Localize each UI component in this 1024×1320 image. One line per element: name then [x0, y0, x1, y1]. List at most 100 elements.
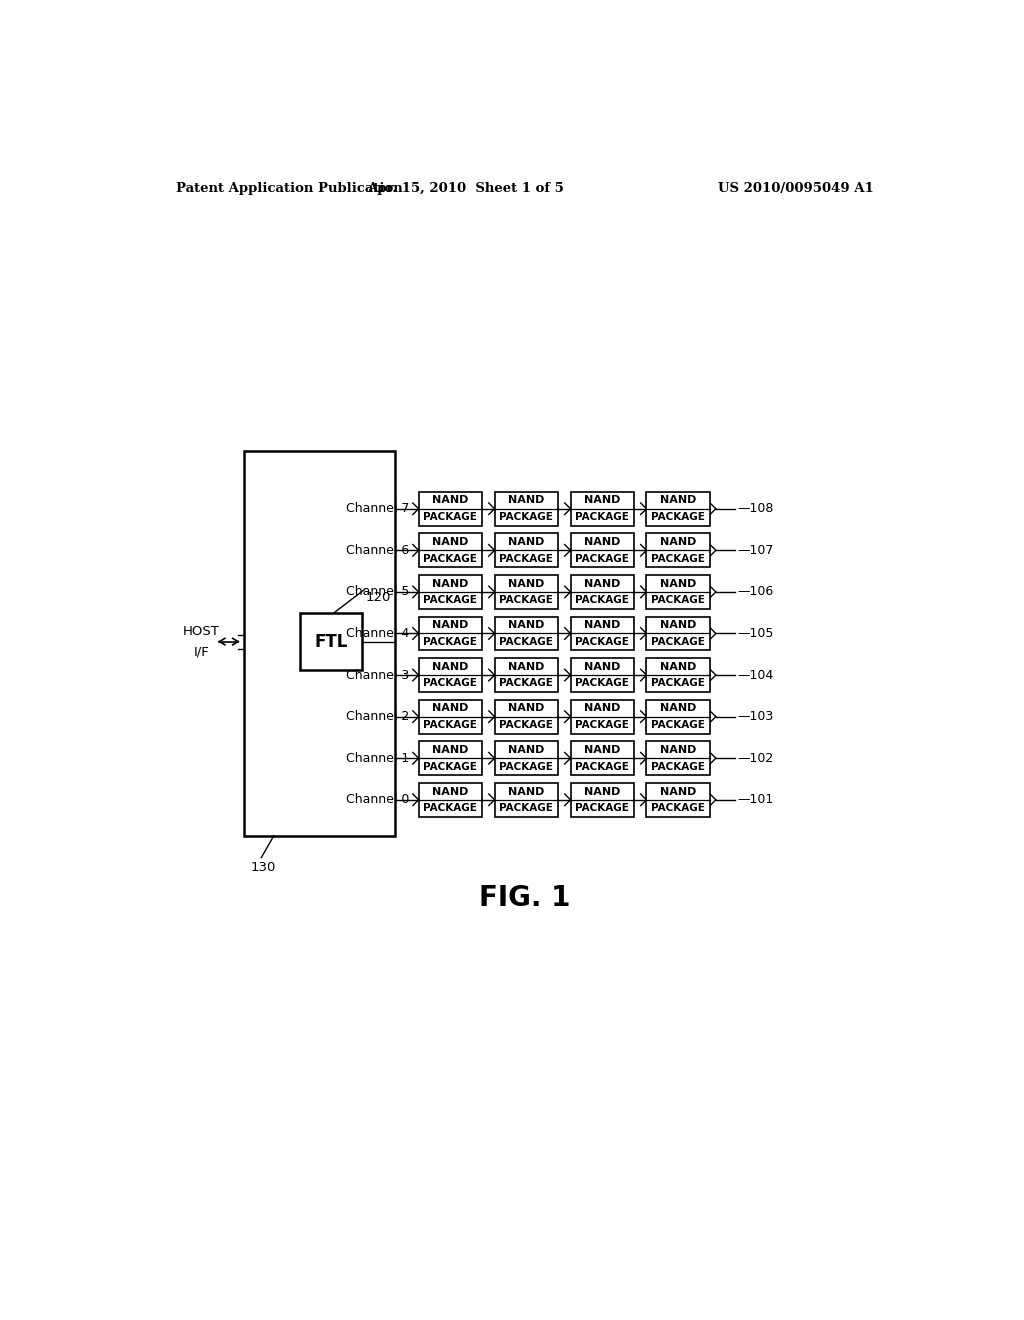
Text: NAND: NAND — [660, 537, 696, 546]
Text: PACKAGE: PACKAGE — [575, 762, 629, 771]
Text: PACKAGE: PACKAGE — [424, 719, 477, 730]
Text: Channel 4: Channel 4 — [346, 627, 410, 640]
Text: —108: —108 — [737, 502, 773, 515]
Text: NAND: NAND — [432, 704, 469, 713]
Text: PACKAGE: PACKAGE — [500, 553, 553, 564]
Bar — [570, 700, 634, 734]
Text: PACKAGE: PACKAGE — [651, 553, 706, 564]
Text: Channel 7: Channel 7 — [346, 502, 410, 515]
Text: PACKAGE: PACKAGE — [575, 512, 629, 521]
Bar — [495, 616, 558, 651]
Bar — [495, 742, 558, 775]
Text: PACKAGE: PACKAGE — [424, 803, 477, 813]
Text: PACKAGE: PACKAGE — [500, 762, 553, 771]
Bar — [419, 742, 482, 775]
Text: NAND: NAND — [660, 495, 696, 506]
Text: NAND: NAND — [432, 620, 469, 630]
Bar — [646, 783, 710, 817]
Text: PACKAGE: PACKAGE — [500, 595, 553, 605]
Text: —104: —104 — [737, 668, 773, 681]
Text: Channel 0: Channel 0 — [346, 793, 410, 807]
Bar — [646, 492, 710, 525]
Text: PACKAGE: PACKAGE — [651, 762, 706, 771]
Text: NAND: NAND — [508, 744, 545, 755]
Bar — [300, 612, 362, 671]
Text: HOST: HOST — [183, 626, 220, 638]
Text: Apr. 15, 2010  Sheet 1 of 5: Apr. 15, 2010 Sheet 1 of 5 — [367, 182, 563, 194]
Bar — [570, 742, 634, 775]
Text: PACKAGE: PACKAGE — [500, 678, 553, 688]
Text: NAND: NAND — [508, 704, 545, 713]
Bar — [570, 659, 634, 692]
Text: NAND: NAND — [508, 537, 545, 546]
Text: Patent Application Publication: Patent Application Publication — [176, 182, 402, 194]
Text: PACKAGE: PACKAGE — [651, 636, 706, 647]
Text: Channel 1: Channel 1 — [346, 751, 410, 764]
Text: Channel 2: Channel 2 — [346, 710, 410, 723]
Text: NAND: NAND — [584, 661, 621, 672]
Text: NAND: NAND — [660, 744, 696, 755]
Text: NAND: NAND — [432, 661, 469, 672]
Text: PACKAGE: PACKAGE — [651, 512, 706, 521]
Text: PACKAGE: PACKAGE — [424, 553, 477, 564]
Bar — [245, 451, 395, 836]
Text: NAND: NAND — [584, 578, 621, 589]
Text: NAND: NAND — [660, 704, 696, 713]
Bar — [570, 576, 634, 609]
Bar — [495, 492, 558, 525]
Text: PACKAGE: PACKAGE — [575, 595, 629, 605]
Text: PACKAGE: PACKAGE — [424, 678, 477, 688]
Bar — [495, 533, 558, 568]
Text: NAND: NAND — [660, 578, 696, 589]
Text: —101: —101 — [737, 793, 773, 807]
Text: NAND: NAND — [508, 620, 545, 630]
Bar — [646, 700, 710, 734]
Bar — [419, 783, 482, 817]
Text: FIG. 1: FIG. 1 — [479, 883, 570, 912]
Text: Channel 5: Channel 5 — [346, 585, 410, 598]
Text: I/F: I/F — [194, 645, 210, 659]
Bar — [646, 742, 710, 775]
Text: PACKAGE: PACKAGE — [651, 803, 706, 813]
Text: NAND: NAND — [508, 661, 545, 672]
Bar — [419, 492, 482, 525]
Bar — [570, 492, 634, 525]
Text: PACKAGE: PACKAGE — [500, 719, 553, 730]
Text: NAND: NAND — [508, 578, 545, 589]
Text: Channel 3: Channel 3 — [346, 668, 410, 681]
Text: PACKAGE: PACKAGE — [651, 595, 706, 605]
Text: PACKAGE: PACKAGE — [575, 719, 629, 730]
Bar — [419, 700, 482, 734]
Text: PACKAGE: PACKAGE — [424, 512, 477, 521]
Text: PACKAGE: PACKAGE — [575, 636, 629, 647]
Bar — [646, 616, 710, 651]
Text: NAND: NAND — [584, 787, 621, 796]
Text: NAND: NAND — [584, 495, 621, 506]
Bar — [646, 659, 710, 692]
Bar — [570, 616, 634, 651]
Text: NAND: NAND — [660, 787, 696, 796]
Bar — [495, 659, 558, 692]
Text: FTL: FTL — [314, 632, 348, 651]
Text: —102: —102 — [737, 751, 773, 764]
Text: PACKAGE: PACKAGE — [424, 636, 477, 647]
Bar — [419, 533, 482, 568]
Bar — [495, 700, 558, 734]
Text: PACKAGE: PACKAGE — [651, 719, 706, 730]
Text: PACKAGE: PACKAGE — [575, 553, 629, 564]
Text: NAND: NAND — [584, 620, 621, 630]
Text: PACKAGE: PACKAGE — [651, 678, 706, 688]
Text: NAND: NAND — [508, 787, 545, 796]
Text: PACKAGE: PACKAGE — [575, 678, 629, 688]
Text: Channel 6: Channel 6 — [346, 544, 410, 557]
Text: PACKAGE: PACKAGE — [500, 636, 553, 647]
Text: —107: —107 — [737, 544, 773, 557]
Bar — [419, 616, 482, 651]
Bar — [495, 783, 558, 817]
Text: 120: 120 — [366, 591, 391, 605]
Text: 130: 130 — [251, 861, 275, 874]
Text: —106: —106 — [737, 585, 773, 598]
Text: NAND: NAND — [432, 744, 469, 755]
Bar — [570, 783, 634, 817]
Text: PACKAGE: PACKAGE — [424, 762, 477, 771]
